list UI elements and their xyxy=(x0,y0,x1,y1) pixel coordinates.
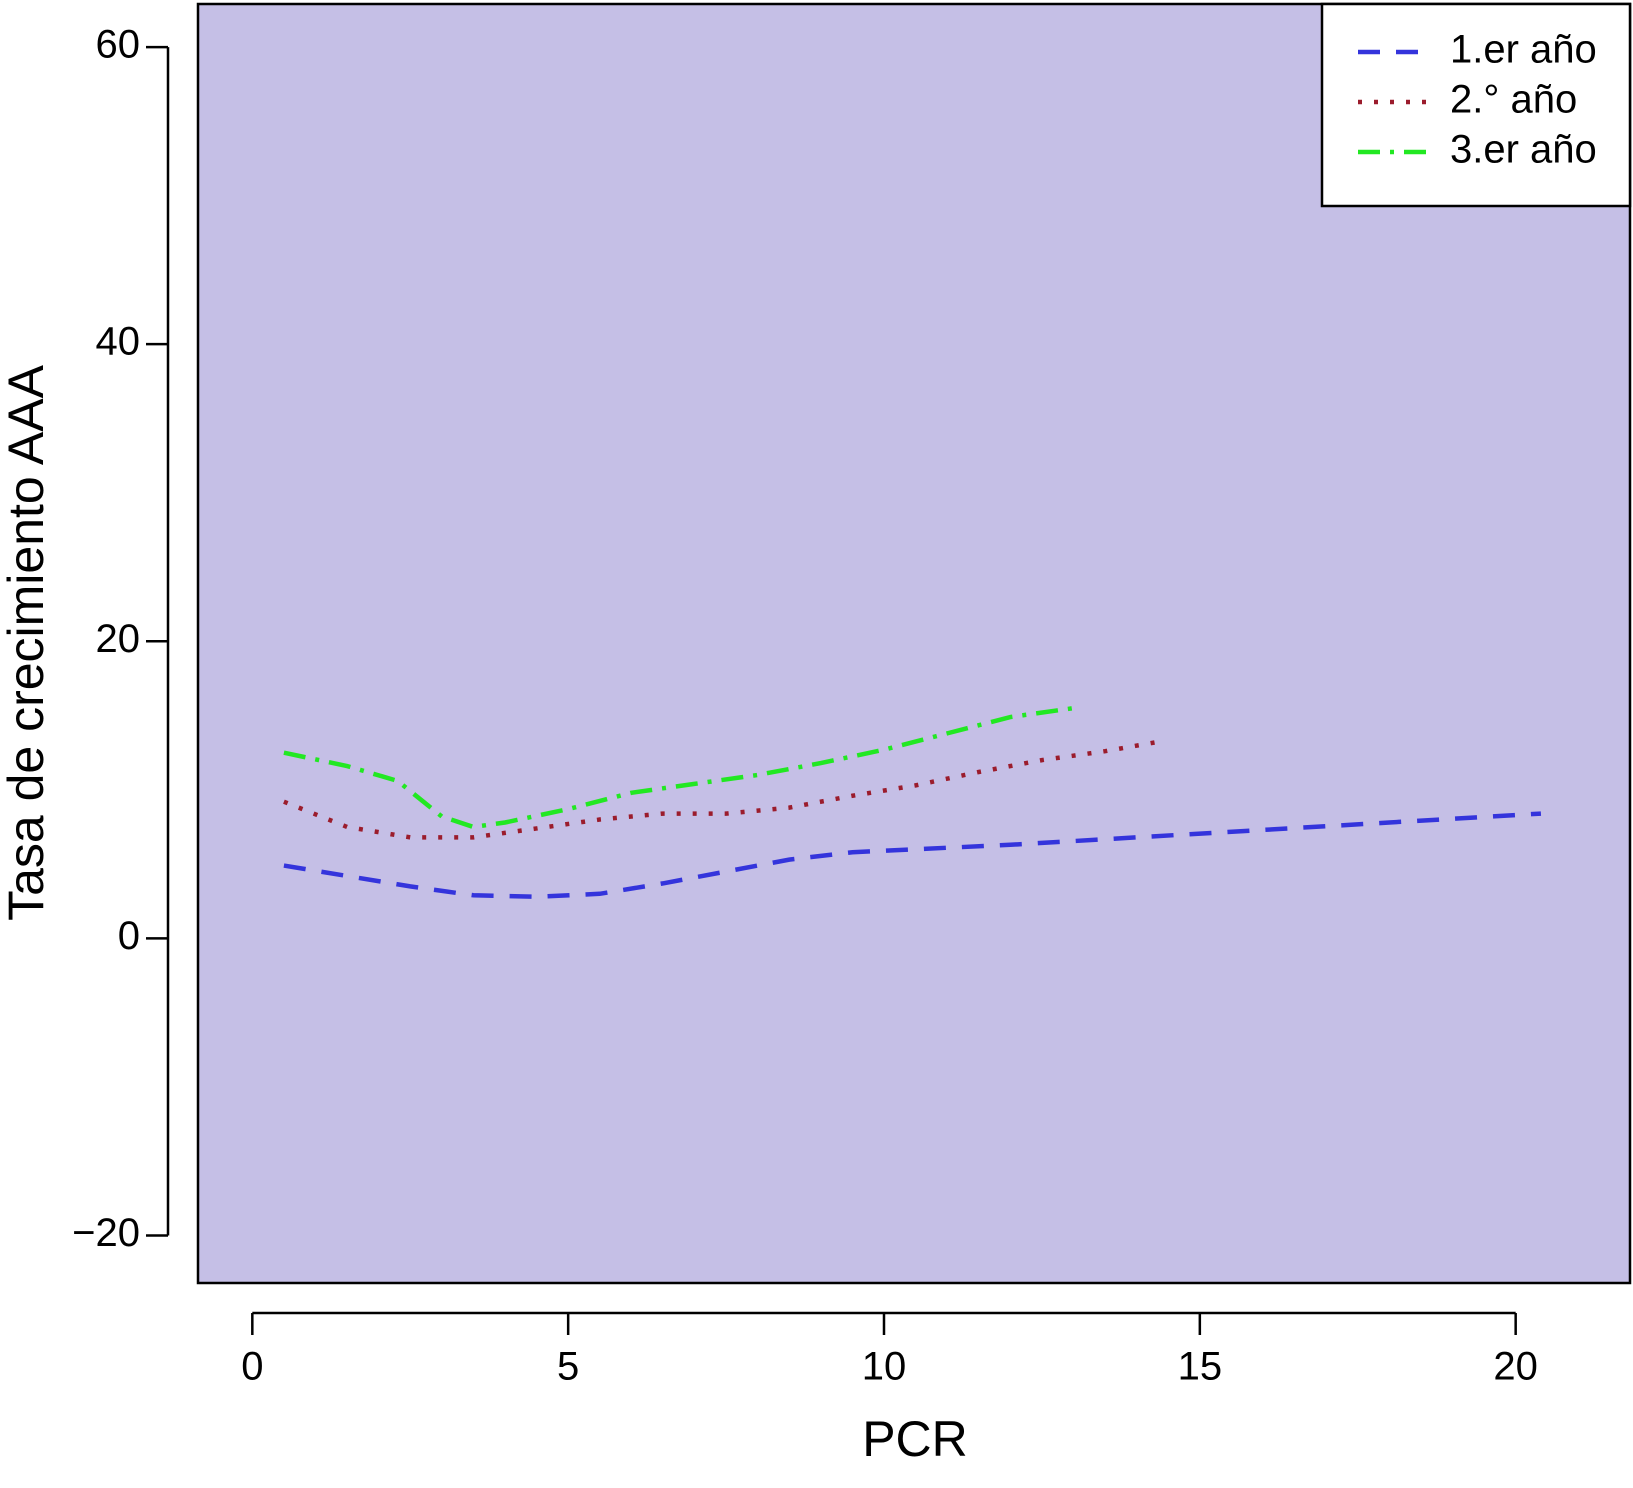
x-tick-label: 15 xyxy=(1178,1345,1223,1389)
y-tick-label: 0 xyxy=(118,914,140,958)
y-tick-label: 60 xyxy=(96,23,141,67)
data-line xyxy=(283,811,1542,900)
legend-label: 1.er año xyxy=(1450,28,1597,72)
y-tick-label: −20 xyxy=(72,1211,140,1255)
legend-box xyxy=(1320,2,1632,208)
x-tick-label: 0 xyxy=(241,1345,263,1389)
x-axis-label: PCR xyxy=(862,1411,968,1467)
y-axis-label: Tasa de crecimiento AAA xyxy=(0,364,54,920)
x-tick-label: 10 xyxy=(862,1345,907,1389)
data-line xyxy=(283,740,1157,840)
x-tick-label: 5 xyxy=(557,1345,579,1389)
legend-label: 3.er año xyxy=(1450,128,1597,172)
plot-frame xyxy=(196,2,1632,1285)
x-tick-label: 20 xyxy=(1493,1345,1538,1389)
plot-background xyxy=(198,4,1630,1283)
data-line xyxy=(283,705,1074,830)
y-tick-label: 40 xyxy=(96,320,141,364)
legend-label: 2.° año xyxy=(1450,78,1577,122)
y-tick-label: 20 xyxy=(96,617,141,661)
